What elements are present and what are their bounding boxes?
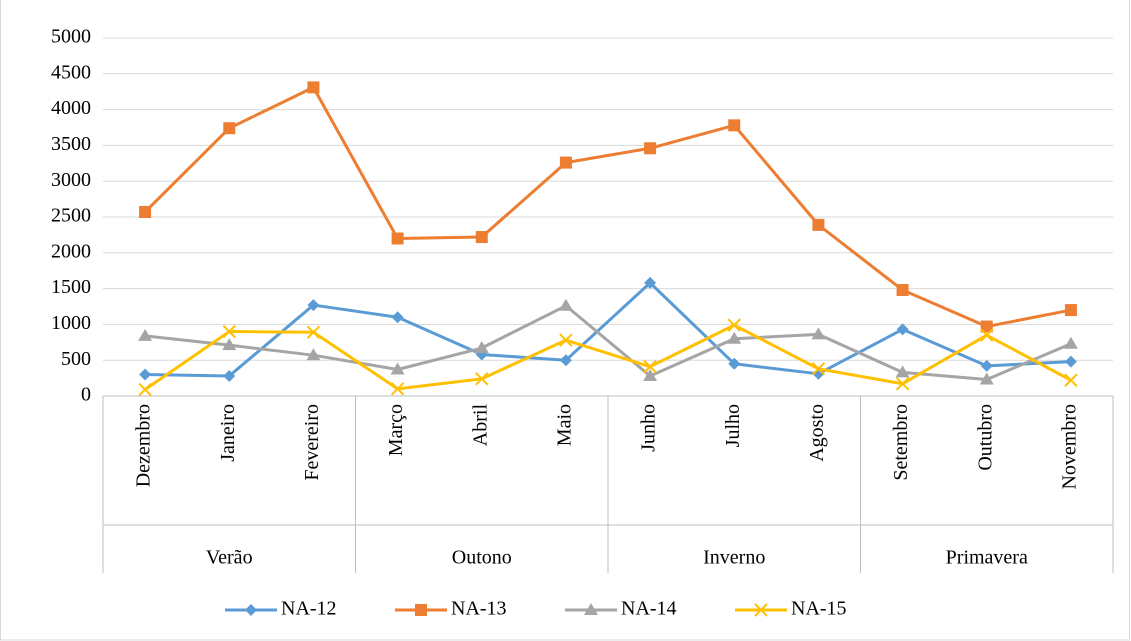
marker bbox=[307, 299, 320, 312]
legend-item: NA-14 bbox=[565, 598, 677, 620]
y-tick-label: 1500 bbox=[51, 276, 91, 298]
marker bbox=[558, 298, 573, 311]
marker bbox=[222, 338, 237, 351]
x-tick-label: Setembro bbox=[890, 404, 912, 481]
series-line bbox=[144, 323, 1072, 391]
legend-item: NA-15 bbox=[735, 598, 847, 620]
marker bbox=[307, 81, 320, 94]
marker bbox=[138, 328, 153, 341]
marker bbox=[644, 142, 657, 155]
x-tick-label: Julho bbox=[722, 404, 744, 447]
y-tick-label: 4000 bbox=[51, 97, 91, 119]
marker bbox=[390, 382, 405, 396]
marker bbox=[391, 311, 404, 324]
marker bbox=[306, 325, 321, 339]
marker bbox=[138, 382, 152, 397]
marker bbox=[1064, 373, 1078, 387]
x-tick-label: Fevereiro bbox=[301, 404, 323, 481]
x-tick-label: Dezembro bbox=[133, 404, 155, 487]
marker bbox=[222, 324, 236, 339]
legend-label: NA-13 bbox=[451, 598, 507, 620]
marker bbox=[559, 333, 573, 347]
marker bbox=[475, 231, 488, 244]
marker bbox=[474, 341, 489, 354]
y-tick-label: 3000 bbox=[51, 169, 91, 191]
x-tick-label: Outubro bbox=[974, 404, 996, 471]
marker bbox=[391, 232, 404, 245]
marker bbox=[245, 604, 257, 616]
marker bbox=[415, 604, 427, 616]
x-tick-label: Agosto bbox=[806, 404, 828, 462]
marker bbox=[644, 276, 657, 289]
series-line bbox=[144, 85, 1072, 329]
marker bbox=[559, 156, 572, 169]
x-tick-label: Janeiro bbox=[217, 404, 239, 462]
y-tick-label: 500 bbox=[61, 348, 91, 370]
marker bbox=[812, 218, 825, 231]
marker bbox=[728, 119, 741, 132]
marker bbox=[1064, 355, 1077, 368]
legend-label: NA-12 bbox=[281, 598, 337, 620]
marker bbox=[754, 603, 768, 617]
x-tick-label: Abril bbox=[469, 404, 491, 447]
marker bbox=[1064, 304, 1077, 317]
marker bbox=[643, 359, 657, 374]
marker bbox=[223, 122, 236, 135]
x-tick-label: Março bbox=[385, 404, 407, 456]
group-label: Inverno bbox=[703, 547, 765, 569]
group-label: Verão bbox=[206, 547, 253, 569]
x-tick-label: Maio bbox=[554, 404, 576, 446]
marker bbox=[475, 372, 489, 386]
marker bbox=[139, 368, 152, 381]
marker bbox=[584, 603, 598, 615]
legend-label: NA-15 bbox=[791, 598, 847, 620]
marker bbox=[895, 365, 910, 378]
legend-item: NA-13 bbox=[395, 598, 507, 620]
group-label: Primavera bbox=[946, 547, 1028, 569]
marker bbox=[896, 284, 909, 297]
marker bbox=[980, 320, 993, 333]
marker bbox=[980, 328, 994, 342]
marker bbox=[896, 323, 909, 336]
marker bbox=[727, 331, 742, 344]
x-tick-label: Novembro bbox=[1059, 404, 1081, 490]
marker bbox=[811, 362, 826, 376]
marker bbox=[559, 354, 572, 367]
y-tick-label: 5000 bbox=[51, 26, 91, 48]
marker bbox=[728, 357, 741, 370]
y-tick-label: 3500 bbox=[51, 133, 91, 155]
y-tick-label: 4500 bbox=[51, 61, 91, 83]
marker bbox=[895, 377, 910, 391]
series-line bbox=[144, 304, 1072, 382]
x-tick-label: Junho bbox=[638, 404, 660, 452]
series-line bbox=[145, 281, 1071, 378]
marker bbox=[1063, 336, 1078, 349]
y-tick-label: 2500 bbox=[51, 205, 91, 227]
legend-label: NA-14 bbox=[621, 598, 677, 620]
y-tick-label: 1000 bbox=[51, 312, 91, 334]
y-tick-label: 0 bbox=[81, 384, 91, 406]
marker bbox=[811, 327, 826, 340]
legend-item: NA-12 bbox=[225, 598, 337, 620]
marker bbox=[139, 205, 152, 218]
marker bbox=[390, 362, 405, 375]
marker bbox=[643, 368, 658, 381]
y-tick-label: 2000 bbox=[51, 240, 91, 262]
group-label: Outono bbox=[452, 547, 512, 569]
marker bbox=[979, 372, 994, 385]
marker bbox=[727, 318, 741, 332]
marker bbox=[980, 359, 993, 372]
marker bbox=[306, 348, 321, 361]
marker bbox=[223, 369, 236, 382]
